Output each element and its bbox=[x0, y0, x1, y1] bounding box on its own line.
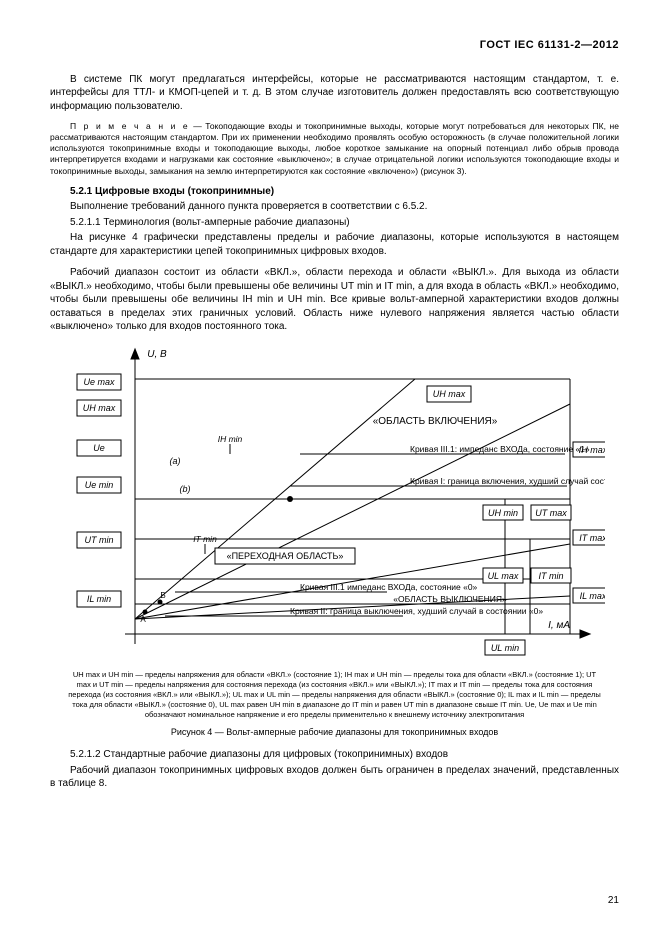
svg-text:IT min: IT min bbox=[538, 571, 563, 581]
curve-i-label: Кривая I: граница включения, худший случ… bbox=[410, 476, 605, 486]
label-box-ue: Ue bbox=[77, 440, 121, 456]
figure-legend: UH max и UH min — пределы напряжения для… bbox=[65, 670, 604, 721]
marker-A: A bbox=[140, 615, 146, 624]
paragraph-fig4a: На рисунке 4 графически представлены пре… bbox=[50, 231, 619, 258]
svg-text:Ue max: Ue max bbox=[83, 377, 115, 387]
svg-text:UL max: UL max bbox=[487, 571, 518, 581]
paragraph-5212b: Рабочий диапазон токопринимных цифровых … bbox=[50, 764, 619, 791]
curve-ii-label: Кривая II: граница выключения, худший сл… bbox=[290, 606, 543, 616]
label-box-ue-max: Ue max bbox=[77, 374, 121, 390]
paragraph-5211: 5.2.1.1 Терминология (вольт-амперные раб… bbox=[50, 216, 619, 230]
svg-text:UT min: UT min bbox=[84, 535, 113, 545]
region-on-label: «ОБЛАСТЬ ВКЛЮЧЕНИЯ» bbox=[372, 416, 497, 427]
svg-text:UH min: UH min bbox=[487, 508, 517, 518]
paragraph-fig4b: Рабочий диапазон состоит из области «ВКЛ… bbox=[50, 266, 619, 334]
paragraph-5212: 5.2.1.2 Стандартные рабочие диапазоны дл… bbox=[50, 748, 619, 762]
label-box-il-max: IL max bbox=[573, 588, 605, 603]
marker-b: (b) bbox=[179, 484, 190, 494]
label-box-ue-min: Ue min bbox=[77, 477, 121, 493]
it-min-label: IT min bbox=[193, 534, 217, 544]
label-box-it-min: IT min bbox=[531, 568, 571, 583]
heading-5-2-1: 5.2.1 Цифровые входы (токопринимные) bbox=[50, 185, 619, 199]
x-axis-label: I, мА bbox=[548, 620, 570, 631]
note-label: П р и м е ч а н и е bbox=[70, 121, 190, 131]
svg-text:IT max: IT max bbox=[579, 533, 605, 543]
marker-B: B bbox=[160, 591, 165, 600]
note-block: П р и м е ч а н и е — Токоподающие входы… bbox=[50, 121, 619, 176]
label-box-it-max: IT max bbox=[573, 530, 605, 545]
marker-a: (a) bbox=[169, 456, 180, 466]
y-axis-label: U, В bbox=[147, 349, 167, 360]
curve-iii0-label: Кривая III.1 импеданс ВХОДа, состояние «… bbox=[300, 582, 478, 592]
label-box-uh-max-l: UH max bbox=[77, 400, 121, 416]
svg-text:«ПЕРЕХОДНАЯ ОБЛАСТЬ»: «ПЕРЕХОДНАЯ ОБЛАСТЬ» bbox=[226, 551, 343, 561]
svg-text:UT max: UT max bbox=[535, 508, 567, 518]
figure-caption: Рисунок 4 — Вольт-амперные рабочие диапа… bbox=[50, 726, 619, 738]
label-box-uh-max-r: UH max bbox=[427, 386, 471, 402]
label-box-ut-max: UT max bbox=[531, 505, 571, 520]
svg-text:UH max: UH max bbox=[432, 389, 465, 399]
label-box-il-min: IL min bbox=[77, 591, 121, 607]
figure-4-diagram: Ue max UH max Ue Ue min UT min IL min UH… bbox=[65, 344, 605, 664]
paragraph-521a: Выполнение требований данного пункта про… bbox=[50, 200, 619, 214]
label-box-uh-min: UH min bbox=[483, 505, 523, 520]
region-off-label: «ОБЛАСТЬ ВЫКЛЮЧЕНИЯ» bbox=[393, 594, 507, 604]
page-number: 21 bbox=[608, 894, 619, 908]
label-box-ut-min: UT min bbox=[77, 532, 121, 548]
paragraph-intro: В системе ПК могут предлагаться интерфей… bbox=[50, 73, 619, 114]
page: ГОСТ IEC 61131-2—2012 В системе ПК могут… bbox=[0, 0, 661, 935]
svg-text:IL min: IL min bbox=[86, 594, 110, 604]
svg-text:Ue min: Ue min bbox=[84, 480, 113, 490]
svg-text:UL min: UL min bbox=[490, 643, 518, 653]
label-box-ul-min: UL min bbox=[485, 640, 525, 655]
ih-min-label: IH min bbox=[217, 434, 242, 444]
region-trans-label: «ПЕРЕХОДНАЯ ОБЛАСТЬ» bbox=[215, 548, 355, 564]
label-box-ul-max: UL max bbox=[483, 568, 523, 583]
curve-iii1-label: Кривая III.1: импеданс ВХОДа, состояние … bbox=[410, 444, 590, 454]
svg-text:UH max: UH max bbox=[82, 403, 115, 413]
svg-text:IL max: IL max bbox=[579, 591, 604, 601]
svg-text:Ue: Ue bbox=[93, 443, 105, 453]
standard-header: ГОСТ IEC 61131-2—2012 bbox=[50, 38, 619, 53]
